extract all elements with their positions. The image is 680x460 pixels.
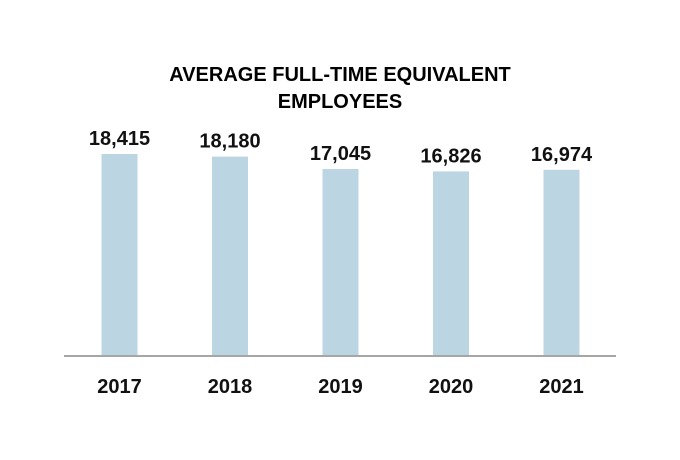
- x-tick-label-2017: 2017: [97, 376, 142, 398]
- x-tick-labels-group: 2017 2018 2019 2020 2021: [97, 376, 584, 398]
- data-label-2020: 16,826: [420, 145, 481, 167]
- data-label-2019: 17,045: [310, 143, 371, 165]
- chart-title: AVERAGE FULL-TIME EQUIVALENT EMPLOYEES: [169, 64, 510, 113]
- data-labels-group: 18,415 18,180 17,045 16,826 16,974: [89, 128, 593, 167]
- bar-2021: [543, 169, 580, 356]
- data-label-2018: 18,180: [199, 131, 260, 153]
- chart-title-line-1: AVERAGE FULL-TIME EQUIVALENT: [169, 64, 510, 86]
- data-label-2021: 16,974: [531, 144, 593, 166]
- bars-group: [101, 154, 580, 356]
- x-tick-label-2018: 2018: [208, 376, 253, 398]
- bar-2020: [433, 171, 469, 356]
- bar-2018: [212, 156, 248, 356]
- data-label-2017: 18,415: [89, 128, 150, 150]
- bar-2019: [322, 169, 359, 356]
- chart-title-line-2: EMPLOYEES: [278, 91, 402, 113]
- bar-2017: [101, 154, 138, 356]
- x-tick-label-2020: 2020: [429, 376, 474, 398]
- x-tick-label-2019: 2019: [318, 376, 363, 398]
- x-tick-label-2021: 2021: [539, 376, 584, 398]
